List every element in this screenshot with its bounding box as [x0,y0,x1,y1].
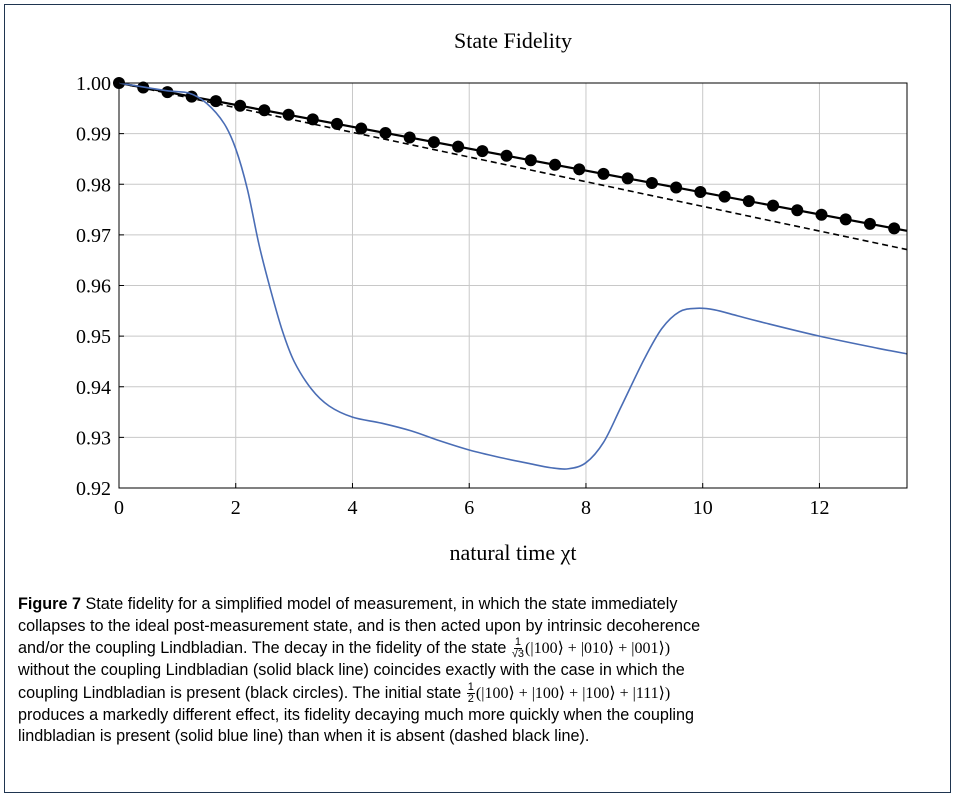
series-circle-point [476,145,489,158]
fraction-numerator: 1 [513,636,523,649]
x-tick-label: 4 [347,497,357,519]
series-circle-point [597,167,610,180]
caption-line-1: State fidelity for a simplified model of… [85,595,678,613]
series-circle-point [355,122,368,135]
y-tick-label: 0.97 [76,225,111,247]
series-circle-point [306,113,319,126]
fraction-numerator: 1 [466,680,475,694]
axis-ticks: 0 2 4 6 8 10 12 0.92 0.93 0.94 0.95 0.96 0.97 0.98 0.9… [76,73,829,519]
series-circle-point [839,213,852,226]
series-circle-point [524,154,537,167]
series-circle-point [427,136,440,149]
series-circle-point [549,158,562,171]
y-tick-label: 0.98 [76,174,111,196]
x-tick-label: 0 [114,497,124,519]
fidelity-chart: 0 2 4 6 8 10 12 0.92 0.93 0.94 0.95 0.96 0.97 0.98 0.9… [76,28,908,565]
series-circle-point [500,149,513,162]
figure-label: Figure 7 [18,595,81,613]
chart-title: State Fidelity [454,28,572,53]
y-tick-label: 0.99 [76,124,111,146]
series-circle-point [791,204,804,217]
series-circle-point [331,117,344,130]
series-circle-point [863,217,876,230]
series-circle-point [573,163,586,176]
y-tick-label: 0.92 [76,478,111,500]
y-tick-label: 0.96 [76,276,111,298]
series-circle-point [452,140,465,153]
state-vector-1: (|100⟩ + |010⟩ + |001⟩) [525,639,671,657]
y-tick-label: 0.95 [76,326,111,348]
caption-line-2: collapses to the ideal post-measurement … [18,616,701,635]
state-vector-2: (|100⟩ + |100⟩ + |100⟩ + |111⟩) [475,684,671,702]
series-circle-point [234,99,247,112]
y-tick-label: 0.93 [76,427,111,449]
series-circle-point [403,131,416,144]
series-dashed-line [118,82,908,251]
x-tick-label: 12 [809,497,829,519]
series-circle-point [645,176,658,189]
figure-caption: Figure 7 State fidelity for a simplified… [18,594,948,748]
figure-frame [4,4,951,793]
series-circle-point [621,172,634,185]
caption-line-4: without the coupling Lindbladian (solid … [18,661,685,679]
fraction-one-over-sqrt3: 1 √3 [512,637,524,660]
caption-line-7: lindbladian is present (solid blue line)… [18,727,590,745]
y-tick-label: 1.00 [76,73,111,95]
x-tick-label: 2 [231,497,241,519]
x-tick-label: 10 [693,497,713,519]
series-circle-point [742,195,755,208]
fraction-denominator: √3 [511,648,525,660]
series-circle-point [670,181,683,194]
series-circle-point [815,208,828,221]
series-circle-point [718,190,731,203]
x-axis-label: natural time χt [449,540,576,565]
caption-line-3: and/or the coupling Lindbladian. The dec… [18,638,507,657]
series-circle-point [888,222,901,235]
x-tick-label: 6 [464,497,474,519]
caption-line-6: produces a markedly different effect, it… [18,705,695,724]
grid-lines [118,82,907,489]
series-circle-point [209,95,222,108]
series-circle-point [694,186,707,199]
series-circle-point [161,86,174,99]
y-tick-label: 0.94 [76,377,111,399]
series-circle-point [379,126,392,139]
series-blue-line [118,82,908,470]
fraction-denominator: 2 [467,692,474,705]
caption-line-5: coupling Lindbladian is present (black c… [18,683,462,702]
x-tick-label: 8 [581,497,591,519]
series-group [113,77,908,470]
series-circle-point [767,199,780,212]
